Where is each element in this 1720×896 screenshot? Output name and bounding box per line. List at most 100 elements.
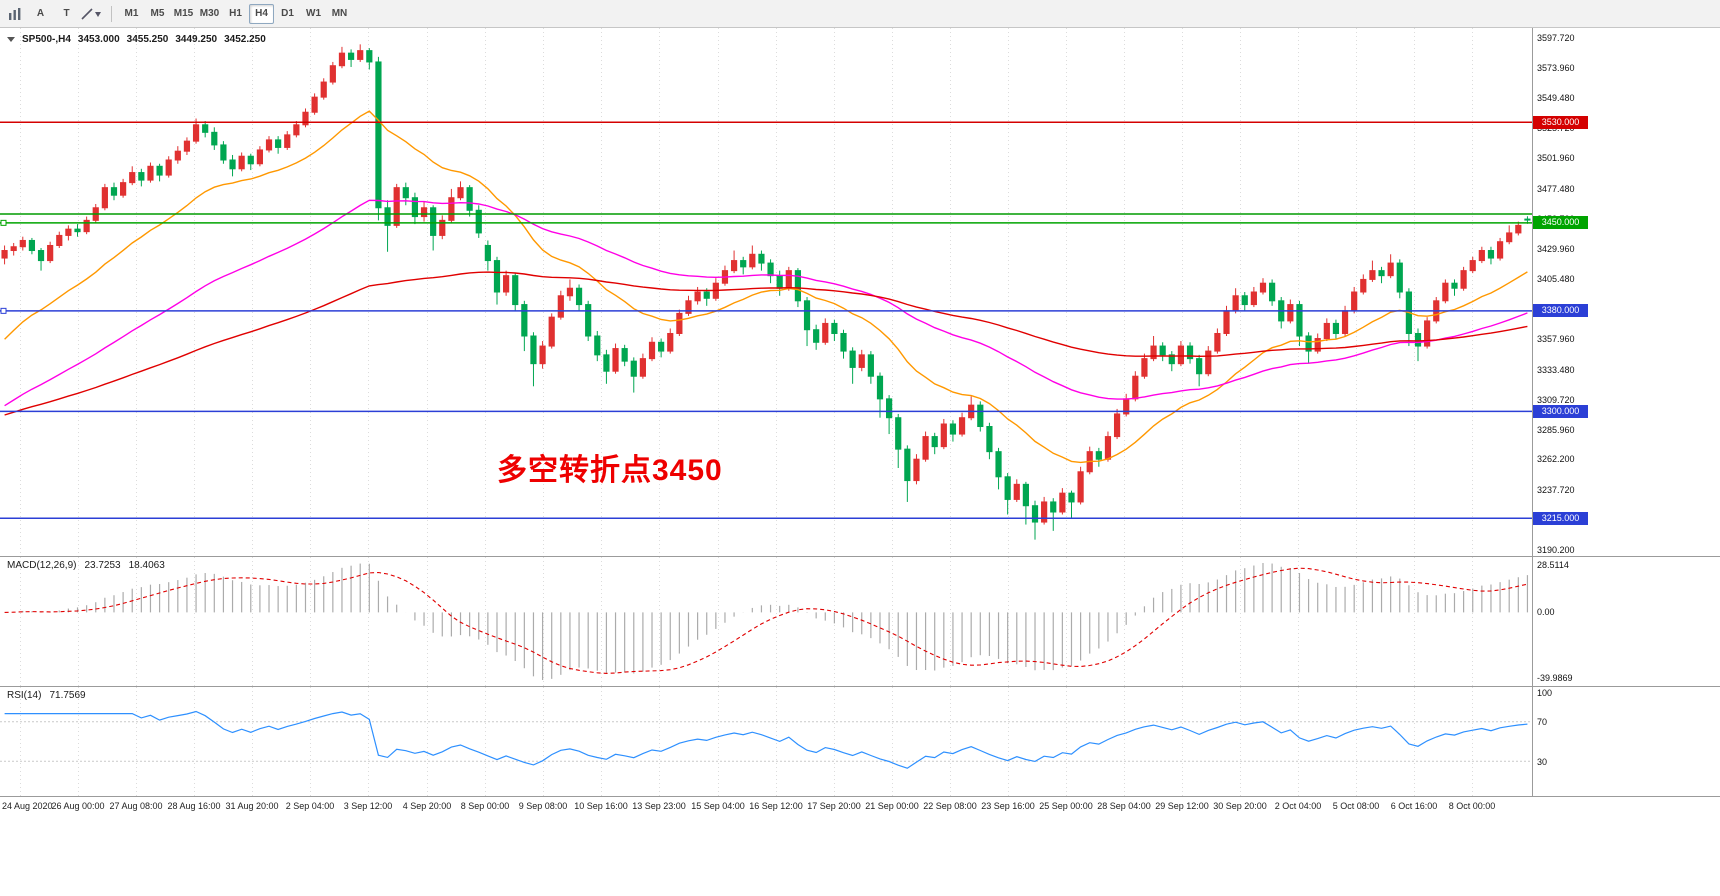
timeframe-button-D1[interactable]: D1	[275, 4, 300, 24]
candle-up	[1232, 295, 1239, 312]
candle-down	[794, 270, 802, 302]
quote-open: 3453.000	[77, 34, 120, 45]
price-tick: 3285.960	[1537, 424, 1575, 435]
chart-annotation-text[interactable]: 多空转折点3450	[497, 454, 723, 487]
panel-separator[interactable]	[0, 686, 1720, 687]
timeframe-button-MN[interactable]: MN	[327, 4, 352, 24]
quote-close: 3452.250	[224, 34, 266, 45]
timeframe-button-H1[interactable]: H1	[223, 4, 248, 24]
candle-down	[411, 197, 419, 218]
candle-down	[402, 187, 409, 199]
time-label: 31 Aug 20:00	[225, 801, 279, 811]
time-label: 6 Oct 16:00	[1390, 801, 1438, 811]
candle-up	[1341, 310, 1349, 334]
candle-up	[147, 165, 154, 181]
candle-up	[685, 300, 692, 314]
timeframe-group: M1 M5 M15 M30 H1 H4 D1 W1 MN	[119, 3, 352, 24]
candle-up	[265, 139, 273, 151]
panel-separator[interactable]	[0, 556, 1720, 557]
candle-up	[1515, 224, 1522, 234]
tool-t-button[interactable]: T	[54, 4, 79, 24]
time-label: 2 Oct 04:00	[1274, 801, 1322, 811]
candle-down	[1168, 354, 1175, 365]
timeframe-button-H4[interactable]: H4	[249, 3, 274, 24]
rsi-header: RSI(14) 71.7569	[7, 690, 86, 701]
rsi-axis-30: 30	[1537, 756, 1548, 767]
candle-up	[183, 140, 191, 152]
rsi-title: RSI(14)	[7, 690, 42, 701]
rsi-line	[4, 710, 1528, 769]
timeframe-button-M30[interactable]: M30	[197, 4, 222, 24]
candle-down	[658, 341, 665, 352]
timeframe-button-M5[interactable]: M5	[145, 4, 170, 24]
macd-axis-max: 28.5114	[1537, 560, 1569, 570]
candle-up	[120, 182, 127, 196]
candle-down	[229, 159, 236, 170]
quote-bar: SP500-,H4 3453.000 3455.250 3449.250 345…	[7, 34, 266, 45]
time-label: 13 Sep 23:00	[632, 801, 686, 811]
candle-down	[493, 260, 501, 293]
tool-a-button[interactable]: A	[28, 4, 53, 24]
rsi-panel-chart[interactable]	[0, 687, 1532, 796]
timeframe-button-W1[interactable]: W1	[301, 4, 326, 24]
candle-up	[958, 417, 966, 435]
candle-up	[320, 81, 327, 98]
candle-up	[1, 250, 8, 259]
rsi-axis-100: 100	[1537, 687, 1553, 698]
time-label: 25 Sep 00:00	[1039, 801, 1093, 811]
price-chart[interactable]	[0, 28, 1532, 556]
time-label: 15 Sep 04:00	[691, 801, 745, 811]
time-label: 28 Aug 16:00	[167, 801, 221, 811]
candle-down	[138, 172, 145, 181]
candle-up	[439, 219, 446, 236]
candle-up	[612, 348, 619, 372]
time-label: 3 Sep 12:00	[343, 801, 393, 811]
candle-up	[548, 316, 555, 347]
candle-down	[995, 451, 1002, 478]
candle-down	[1241, 295, 1248, 306]
candle-down	[37, 250, 45, 262]
timeframe-button-M15[interactable]: M15	[171, 4, 196, 24]
candle-down	[530, 335, 537, 365]
candle-down	[1269, 282, 1276, 302]
candle-down	[156, 165, 163, 176]
macd-panel-chart[interactable]	[0, 557, 1532, 686]
hline-handle[interactable]	[0, 219, 7, 226]
hline-handle[interactable]	[0, 307, 7, 314]
candle-up	[284, 134, 291, 148]
candle-down	[1332, 322, 1340, 334]
macd-value-main: 23.7253	[84, 560, 121, 571]
candle-down	[1396, 262, 1403, 293]
candle-down	[931, 436, 938, 448]
candle-down	[74, 228, 81, 233]
candle-up	[1387, 262, 1394, 277]
candle-up	[1287, 304, 1294, 322]
candle-down	[220, 144, 227, 161]
candle-up	[311, 96, 318, 113]
line-tools-dropdown-icon[interactable]	[80, 4, 104, 24]
candle-up	[101, 187, 108, 209]
candle-up	[1013, 483, 1020, 500]
bar-chart-icon[interactable]	[3, 4, 27, 24]
time-label: 9 Sep 08:00	[518, 801, 568, 811]
candle-up	[1360, 278, 1367, 293]
timeframe-button-M1[interactable]: M1	[119, 4, 144, 24]
candle-down	[1186, 345, 1194, 360]
price-tick: 3573.960	[1537, 62, 1575, 73]
price-tick: 3477.480	[1537, 183, 1575, 194]
price-badge-3450.000: 3450.000	[1533, 216, 1588, 230]
candle-down	[202, 124, 209, 133]
moving-average-20	[4, 110, 1528, 464]
candle-down	[840, 332, 847, 352]
symbol-title: SP500-,H4	[22, 34, 71, 45]
candle-down	[1004, 476, 1011, 500]
candle-up	[566, 287, 574, 297]
candle-up	[1323, 322, 1330, 340]
candle-down	[776, 275, 783, 289]
candle-up	[730, 260, 738, 272]
candle-down	[831, 322, 838, 334]
time-label: 10 Sep 16:00	[574, 801, 628, 811]
candle-down	[1031, 505, 1039, 523]
price-tick: 3597.720	[1537, 32, 1575, 43]
